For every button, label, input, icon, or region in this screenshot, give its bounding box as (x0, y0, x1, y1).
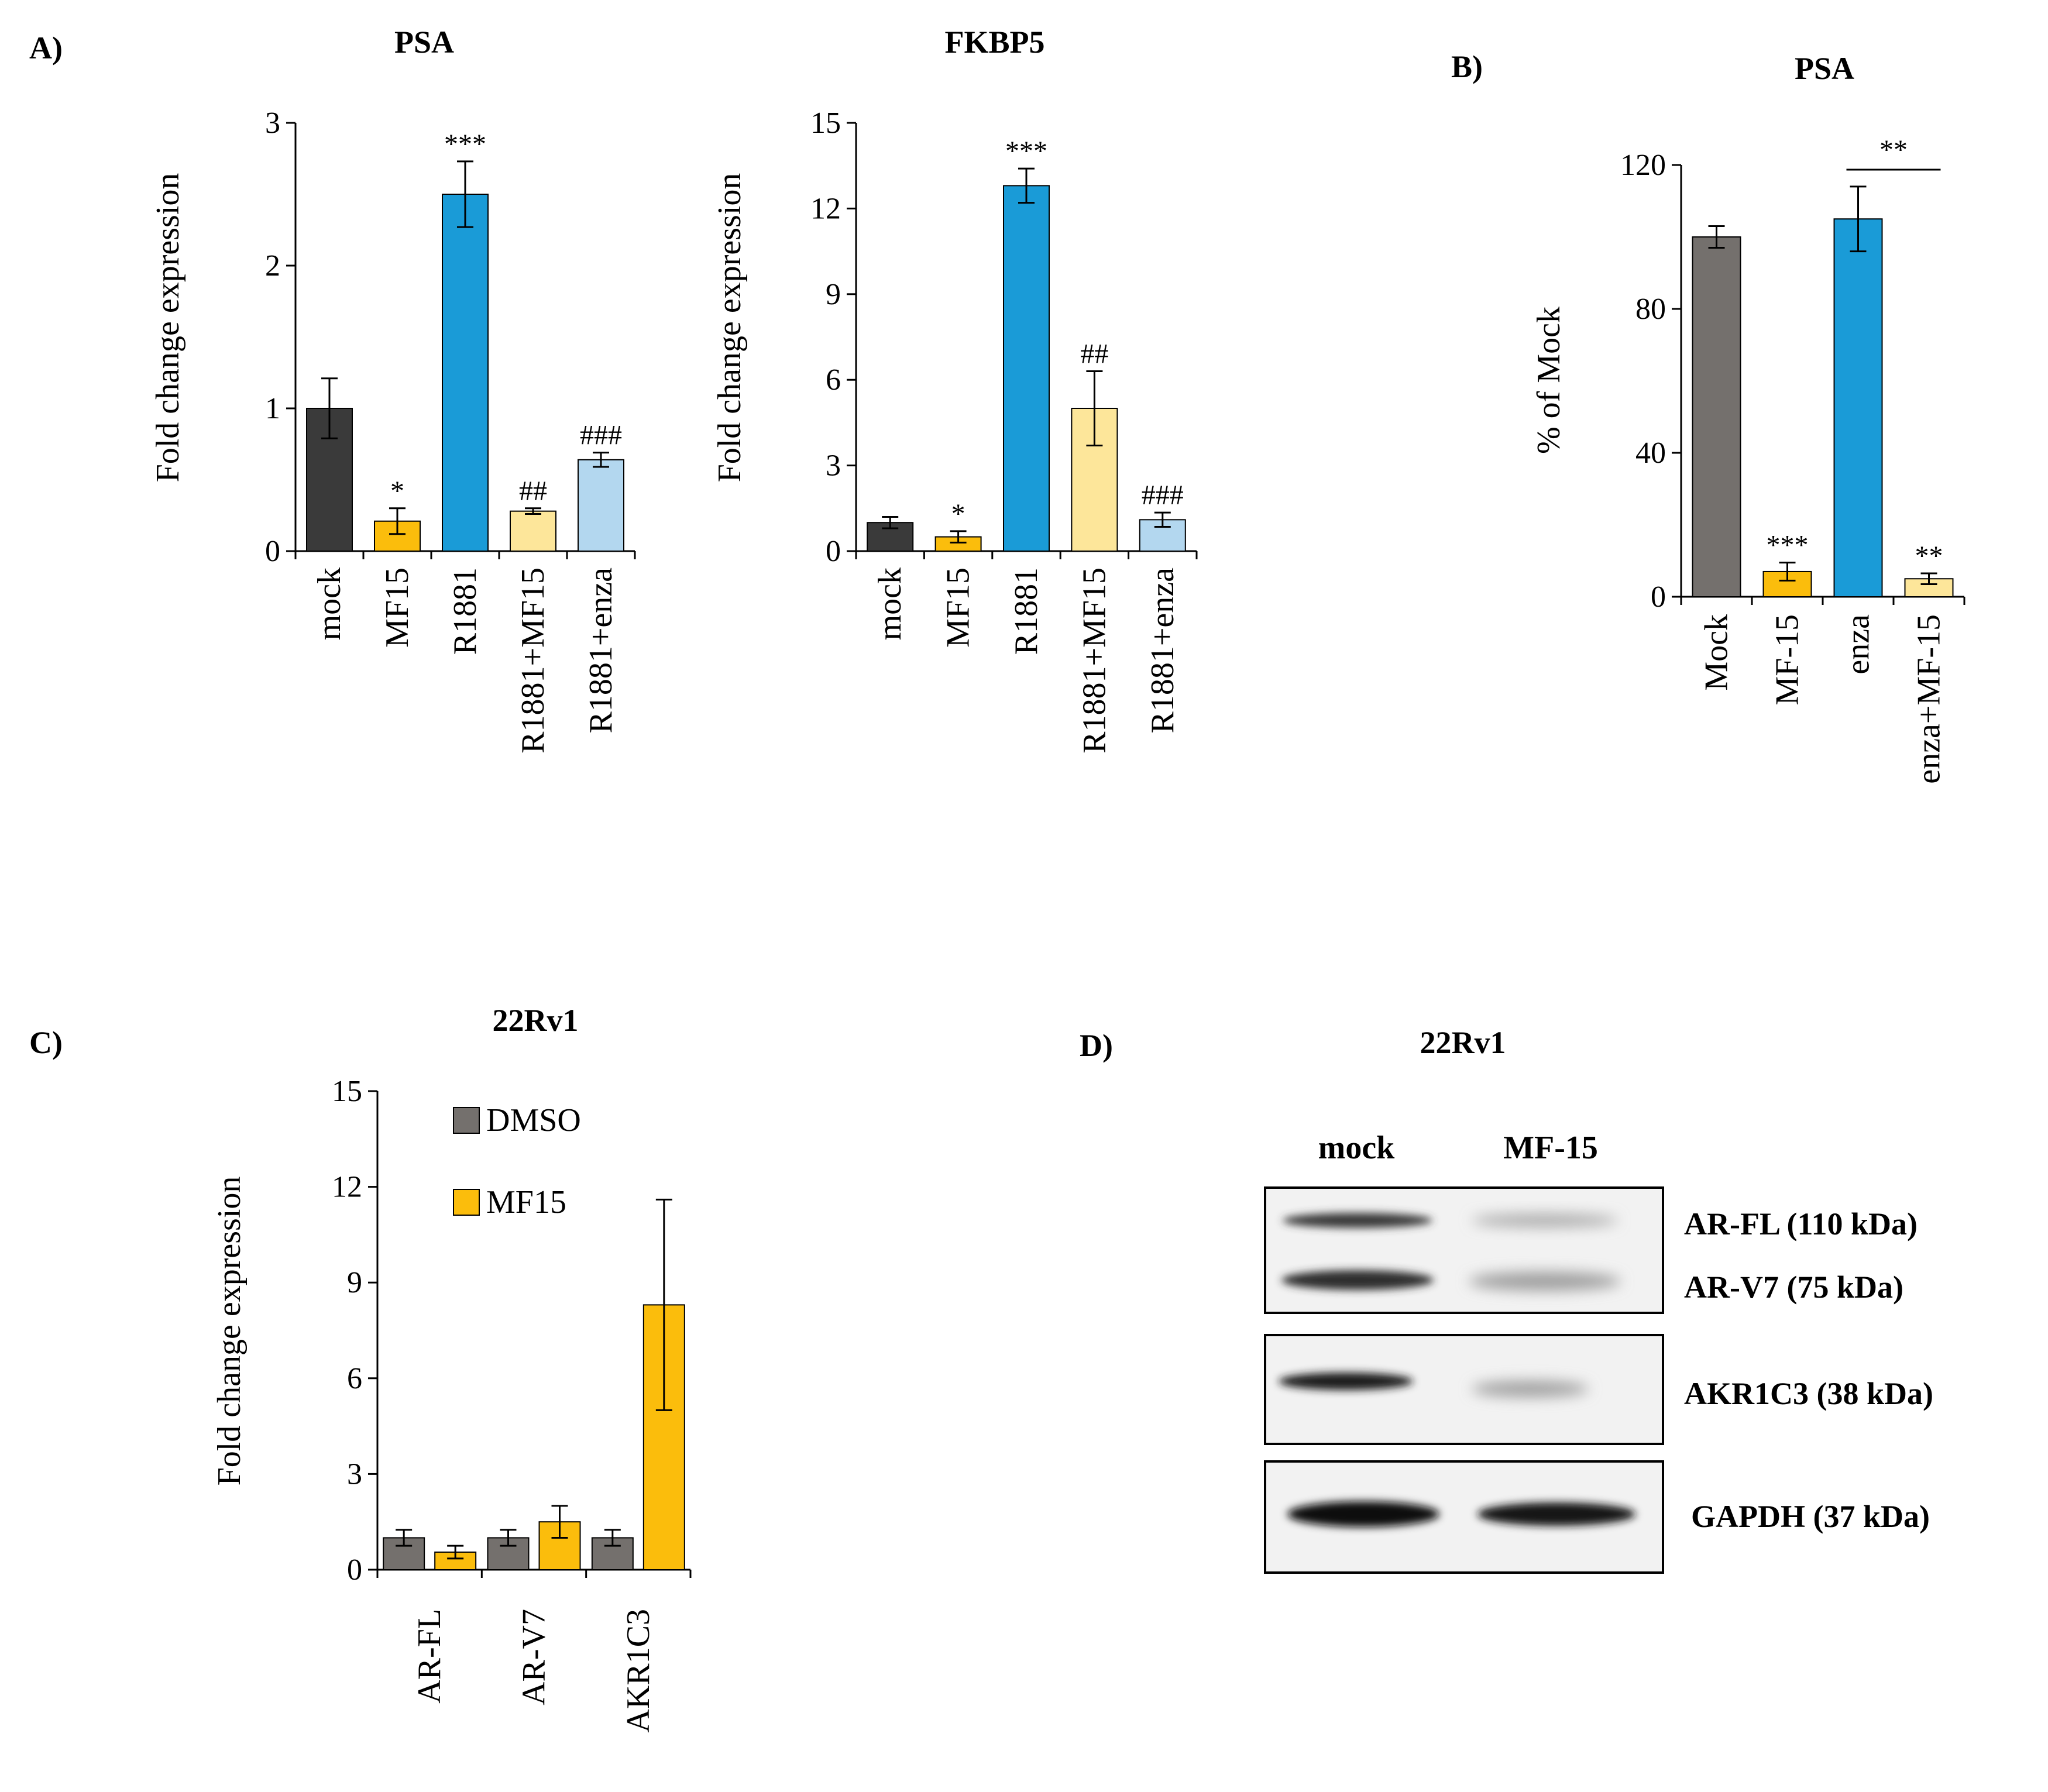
category-label-r1881-mf15: R1881+MF15 (1076, 567, 1112, 754)
y-tick-label: 15 (332, 1075, 362, 1108)
category-label-mock: Mock (1699, 614, 1735, 691)
category-label-mf15: MF15 (379, 567, 415, 648)
category-label-mf-15: MF-15 (1769, 614, 1806, 706)
bar-enza (1833, 218, 1883, 597)
category-label-r1881-enza: R1881+enza (1145, 567, 1181, 734)
chart-title: PSA (1795, 51, 1854, 86)
y-tick-label: 40 (1635, 436, 1666, 470)
y-axis-label: % of Mock (1531, 307, 1567, 454)
chart-psa-percent-mock: PSA % of Mock 0 40 80 120 Mock MF-15 *** enza enza… (1531, 51, 1965, 784)
band-ar-v7-mock (1281, 1270, 1434, 1290)
y-tick-label: 3 (265, 106, 280, 140)
band-ar-v7-mf15 (1469, 1272, 1621, 1291)
y-tick-label: 3 (347, 1457, 362, 1491)
category-label-mf15: MF15 (940, 567, 977, 648)
chart-title: PSA (394, 25, 454, 60)
category-label-r1881-mf15: R1881+MF15 (515, 567, 551, 754)
lane-label-mf15: MF-15 (1503, 1130, 1598, 1166)
band-akr1c3-mf15 (1472, 1381, 1589, 1397)
category-label-ar-fl: AR-FL (411, 1609, 448, 1704)
y-tick-label: 12 (332, 1171, 362, 1204)
blot-box-akr1c3 (1264, 1334, 1664, 1445)
category-label-ar-v7: AR-V7 (516, 1609, 552, 1705)
y-tick-label: 3 (826, 449, 841, 483)
western-blot: 22Rv1 mock MF-15 AR-FL (110 kDa) AR-V7 (… (1264, 1025, 1933, 1574)
lane-label-mock: mock (1318, 1130, 1396, 1166)
band-ar-fl-mf15 (1472, 1214, 1618, 1227)
y-tick-label: 9 (347, 1266, 362, 1299)
y-tick-label: 12 (810, 192, 841, 225)
significance-label: ### (1142, 480, 1184, 511)
category-label-akr1c3: AKR1C3 (620, 1609, 657, 1733)
chart-fkbp5-fold-change: FKBP5 Fold change expression 0 3 6 9 12 15 mock M… (712, 25, 1198, 754)
y-tick-label: 0 (1651, 580, 1666, 614)
significance-label: ### (580, 420, 622, 451)
category-label-mock: mock (311, 567, 348, 640)
category-label-r1881: R1881 (1008, 567, 1044, 655)
bar-r1881-enza (578, 459, 624, 552)
y-tick-label: 9 (826, 278, 841, 311)
bar-r1881 (442, 194, 489, 552)
panel-letter-d: D) (1080, 1028, 1113, 1063)
chart-title: 22Rv1 (493, 1003, 579, 1038)
significance-label: *** (444, 129, 486, 160)
significance-label: ** (1915, 541, 1943, 572)
bar-mf15 (934, 536, 982, 552)
legend-swatch-mf15 (453, 1189, 480, 1216)
category-label-enza: enza (1840, 614, 1877, 675)
category-label-mock: mock (872, 567, 908, 640)
blot-box-ar (1264, 1186, 1664, 1314)
category-label-enza-mf-15: enza+MF-15 (1911, 614, 1947, 784)
bar-mock (1692, 236, 1741, 597)
y-tick-label: 2 (265, 249, 280, 283)
band-akr1c3-mock (1279, 1373, 1413, 1390)
band-gapdh-mf15 (1477, 1502, 1635, 1526)
y-tick-label: 6 (347, 1362, 362, 1395)
y-axis-label: Fold change expression (211, 1177, 248, 1486)
y-tick-label: 15 (810, 106, 841, 140)
significance-label: *** (1005, 136, 1047, 167)
band-label-ar-fl: AR-FL (110 kDa) (1684, 1206, 1918, 1241)
panel-letter-b: B) (1451, 49, 1483, 84)
y-tick-label: 0 (826, 535, 841, 568)
chart-title: FKBP5 (945, 25, 1045, 60)
legend-label-mf15: MF15 (486, 1184, 566, 1220)
y-tick-label: 6 (826, 363, 841, 397)
y-tick-label: 120 (1620, 149, 1666, 182)
band-label-gapdh: GAPDH (37 kDa) (1691, 1499, 1930, 1534)
significance-label: * (390, 476, 404, 507)
chart-psa-fold-change: PSA Fold change expression 0 1 2 3 mock MF15 * R1… (150, 25, 636, 754)
y-axis-label: Fold change expression (712, 173, 748, 483)
band-label-ar-v7: AR-V7 (75 kDa) (1684, 1270, 1903, 1305)
y-tick-label: 1 (265, 392, 280, 425)
band-gapdh-mock (1287, 1501, 1439, 1527)
category-label-r1881: R1881 (447, 567, 483, 655)
legend-label-dmso: DMSO (486, 1102, 581, 1139)
bar-r1881-mf15 (510, 510, 556, 552)
y-tick-label: 0 (265, 535, 280, 568)
y-tick-label: 0 (347, 1553, 362, 1587)
band-label-akr1c3: AKR1C3 (38 kDa) (1684, 1376, 1933, 1411)
panel-letter-c: C) (29, 1025, 63, 1060)
blot-box-gapdh (1264, 1460, 1664, 1574)
blot-title: 22Rv1 (1420, 1025, 1506, 1060)
significance-label: *** (1767, 530, 1809, 561)
significance-label: * (951, 498, 965, 529)
chart-22rv1-fold-change: 22Rv1 Fold change expression 0 3 6 9 12 15 AR-FL… (211, 1003, 692, 1733)
significance-label: ## (1080, 339, 1108, 370)
band-ar-fl-mock (1283, 1213, 1432, 1228)
y-axis-label: Fold change expression (150, 173, 186, 483)
y-tick-label: 80 (1635, 293, 1666, 326)
significance-label: ## (519, 476, 547, 507)
panel-letter-a: A) (29, 30, 63, 66)
bracket-label: ** (1879, 135, 1908, 166)
bar-r1881 (1003, 185, 1050, 552)
legend-swatch-dmso (453, 1107, 480, 1134)
category-label-r1881-enza: R1881+enza (583, 567, 619, 734)
